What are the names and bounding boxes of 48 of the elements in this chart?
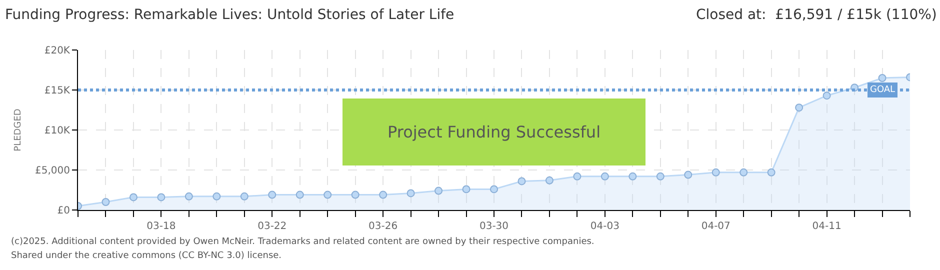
- point: [490, 185, 498, 194]
- y-tick-label: £5,000: [35, 166, 70, 176]
- point: [324, 190, 332, 199]
- x-tick-label: 03-30: [479, 221, 509, 232]
- point: [767, 168, 776, 176]
- point: [268, 190, 276, 199]
- picture-banner: Project Funding Successful: [342, 98, 646, 166]
- x-tick-label: 03-22: [258, 221, 287, 232]
- chart-title: Funding Progress: Remarkable Lives: Untold Stories of Later Life: [5, 7, 454, 23]
- point: [184, 192, 193, 200]
- ref-line-label: GOAL: [870, 85, 896, 95]
- point: [684, 170, 692, 179]
- point: [212, 192, 221, 200]
- x-tick-label: 03-18: [146, 221, 176, 232]
- x-tick-label: 03-26: [368, 221, 398, 232]
- chart-subtitle: Closed at: £16,591 / £15k (110%): [696, 7, 937, 23]
- text: (c)2025. Additional content provided by Owen McNeir. Trademarks and related content are owned by their respective companies.: [11, 237, 594, 247]
- point: [518, 177, 526, 186]
- y-tick-label: £0: [57, 206, 70, 216]
- point: [656, 172, 664, 180]
- point: [628, 172, 637, 180]
- point: [822, 92, 831, 100]
- point: [545, 176, 554, 184]
- point: [878, 74, 886, 82]
- y-tick-label: £20K: [44, 46, 70, 56]
- point: [157, 193, 166, 202]
- x-tick-label: 04-03: [590, 221, 620, 232]
- point: [712, 168, 720, 176]
- point: [296, 190, 304, 199]
- annotation: Project Funding Successful: [387, 122, 601, 142]
- point: [406, 189, 415, 198]
- point: [434, 186, 443, 195]
- point: [351, 190, 360, 199]
- point: [462, 185, 470, 194]
- point: [573, 172, 582, 180]
- point: [795, 104, 804, 112]
- x-tick-label: 04-11: [812, 221, 842, 232]
- x-tick-label: 04-07: [701, 221, 730, 232]
- y-tick-label: £15K: [44, 86, 70, 96]
- point: [129, 193, 138, 202]
- point: [740, 168, 748, 176]
- point: [102, 198, 110, 206]
- text: Shared under the creative commons (CC BY-NC 3.0) license.: [11, 251, 282, 261]
- point: [379, 190, 388, 199]
- y-tick-label: £10K: [44, 126, 70, 136]
- point: [240, 192, 248, 200]
- y-axis-title: PLEDGED: [13, 108, 24, 152]
- point: [600, 172, 609, 180]
